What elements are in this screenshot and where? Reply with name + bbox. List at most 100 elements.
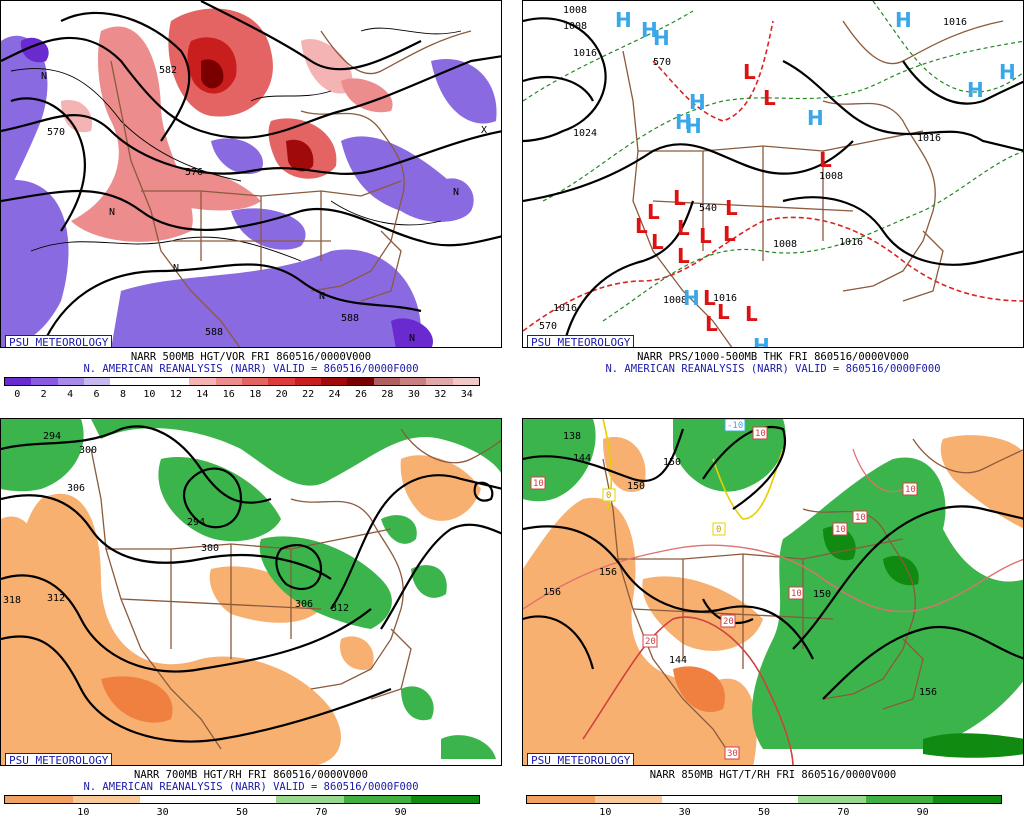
isobar-label: 1008 bbox=[563, 5, 587, 16]
height-label: 144 bbox=[669, 655, 687, 666]
low-marker: L bbox=[723, 222, 736, 246]
thickness-label: 540 bbox=[699, 203, 717, 214]
height-label: 588 bbox=[341, 313, 359, 324]
high-marker: H bbox=[807, 106, 824, 130]
scale-tick-label: 70 bbox=[315, 807, 328, 818]
height-label: 312 bbox=[331, 603, 349, 614]
height-label: 312 bbox=[47, 593, 65, 604]
psu-meteorology-badge: PSU METEOROLOGY bbox=[527, 335, 635, 347]
scale-swatch bbox=[189, 378, 216, 385]
map-850mb-height-temp-rh: 138 144 150 150 156 144 156 150 156 10 0… bbox=[522, 418, 1024, 766]
map-title: NARR 850MB HGT/T/RH FRI 860516/0000V000 bbox=[649, 769, 897, 781]
height-label: 582 bbox=[159, 65, 177, 76]
rh-scale-ticks: 10 30 50 70 90 bbox=[4, 807, 480, 819]
high-marker: H bbox=[999, 60, 1016, 84]
scale-tick-label: 4 bbox=[67, 389, 74, 400]
scale-tick-label: 32 bbox=[434, 389, 447, 400]
scale-swatch bbox=[294, 378, 321, 385]
psu-meteorology-badge: PSU METEOROLOGY bbox=[5, 753, 113, 765]
isobar-label: 1016 bbox=[839, 237, 863, 248]
scale-swatch bbox=[399, 378, 427, 385]
scale-tick-label: 18 bbox=[249, 389, 262, 400]
scale-swatch bbox=[343, 796, 412, 803]
height-label: 144 bbox=[573, 453, 591, 464]
temperature-label: 0 bbox=[606, 491, 611, 501]
scale-tick-label: 90 bbox=[916, 807, 929, 818]
scale-tick-label: 24 bbox=[328, 389, 341, 400]
rh-color-scale bbox=[4, 795, 480, 804]
height-label: 138 bbox=[563, 431, 581, 442]
scale-swatch bbox=[162, 378, 190, 385]
temperature-label: 20 bbox=[645, 637, 656, 647]
isobar-label: 1008 bbox=[563, 21, 587, 32]
scale-swatch bbox=[594, 796, 663, 803]
scale-tick-label: 10 bbox=[143, 389, 156, 400]
scale-swatch bbox=[426, 378, 453, 385]
scale-swatch bbox=[215, 378, 242, 385]
vorticity-map-graphic: 570 576 582 588 588 N N N N N N X bbox=[1, 1, 501, 347]
scale-tick-label: 2 bbox=[40, 389, 47, 400]
high-pressure-centers: H H H H H H H H H H H H bbox=[615, 8, 1016, 348]
high-marker: H bbox=[753, 334, 770, 348]
high-marker: H bbox=[685, 114, 702, 138]
height-label: 156 bbox=[919, 687, 937, 698]
scale-tick-label: 34 bbox=[460, 389, 473, 400]
temperature-label: 0 bbox=[716, 525, 721, 535]
scale-tick-label: 30 bbox=[156, 807, 169, 818]
scale-swatch bbox=[275, 796, 344, 803]
panel-700mb-height-rh: 294 300 306 294 300 306 312 318 312 PSU … bbox=[0, 418, 502, 818]
scale-swatch bbox=[5, 796, 73, 803]
low-marker: L bbox=[745, 302, 758, 326]
vorticity-marker: X bbox=[481, 125, 487, 136]
psu-meteorology-badge: PSU METEOROLOGY bbox=[527, 753, 635, 765]
map-pressure-thickness: 1008 1016 1024 1016 1008 1016 1008 1008 … bbox=[522, 0, 1024, 348]
low-marker: L bbox=[673, 186, 686, 210]
scale-tick-label: 50 bbox=[757, 807, 771, 818]
scale-tick-label: 26 bbox=[354, 389, 368, 400]
low-marker: L bbox=[717, 300, 730, 324]
scale-swatch bbox=[72, 796, 141, 803]
temperature-label: -10 bbox=[727, 421, 743, 431]
isobar-label: 1008 bbox=[663, 295, 687, 306]
height-label: 306 bbox=[67, 483, 85, 494]
low-marker: L bbox=[651, 230, 664, 254]
scale-swatch bbox=[933, 796, 1002, 803]
height-label: 150 bbox=[813, 589, 831, 600]
height-label: 294 bbox=[187, 517, 205, 528]
low-marker: L bbox=[703, 286, 716, 310]
scale-swatch bbox=[865, 796, 934, 803]
rh-scale-ticks: 10 30 50 70 90 bbox=[526, 807, 1002, 819]
psu-meteorology-badge: PSU METEOROLOGY bbox=[5, 335, 113, 347]
high-marker: H bbox=[683, 286, 700, 310]
low-marker: L bbox=[743, 60, 756, 84]
low-marker: L bbox=[705, 312, 718, 336]
low-marker: L bbox=[819, 148, 832, 172]
scale-swatch bbox=[31, 378, 58, 385]
temperature-label: 20 bbox=[723, 617, 734, 627]
temperature-label: 10 bbox=[533, 479, 544, 489]
scale-tick-label: 30 bbox=[678, 807, 691, 818]
pressure-map-graphic: 1008 1016 1024 1016 1008 1016 1008 1008 … bbox=[523, 1, 1023, 348]
scale-tick-label: 22 bbox=[302, 389, 315, 400]
scale-swatch bbox=[373, 378, 400, 385]
map-valid-time: N. AMERICAN REANALYSIS (NARR) VALID = 86… bbox=[83, 781, 419, 793]
height-label: 150 bbox=[663, 457, 681, 468]
rh-color-scale bbox=[526, 795, 1002, 804]
map-title: NARR PRS/1000-500MB THK FRI 860516/0000V… bbox=[637, 351, 909, 363]
scale-tick-label: 12 bbox=[169, 389, 182, 400]
isobar-label: 1008 bbox=[773, 239, 797, 250]
map-500mb-height-vorticity: 570 576 582 588 588 N N N N N N X PSU ME… bbox=[0, 0, 502, 348]
scale-tick-label: 10 bbox=[599, 807, 612, 818]
vorticity-scale-ticks: 0 2 4 6 8 10 12 14 16 18 20 22 24 26 28 30 32 34 bbox=[4, 389, 480, 401]
scale-swatch bbox=[83, 378, 111, 385]
height-label: 156 bbox=[543, 587, 561, 598]
isobar-label: 1016 bbox=[573, 48, 597, 59]
scale-swatch bbox=[268, 378, 295, 385]
height-label: 150 bbox=[627, 481, 645, 492]
panel-850mb-height-temp-rh: 138 144 150 150 156 144 156 150 156 10 0… bbox=[522, 418, 1024, 818]
scale-tick-label: 90 bbox=[394, 807, 407, 818]
low-marker: L bbox=[763, 86, 776, 110]
isobar-label: 1008 bbox=[819, 171, 843, 182]
scale-tick-label: 50 bbox=[235, 807, 249, 818]
map-700mb-height-rh: 294 300 306 294 300 306 312 318 312 PSU … bbox=[0, 418, 502, 766]
